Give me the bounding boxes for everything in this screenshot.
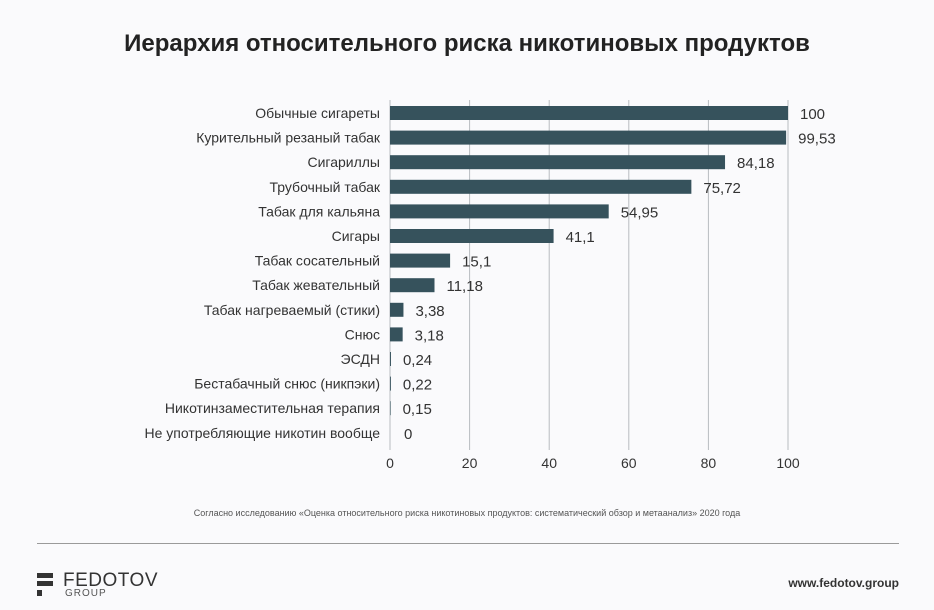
data-label: 0,24	[403, 352, 432, 369]
bar	[390, 106, 788, 120]
bar	[390, 302, 404, 317]
category-label: Сигариллы	[307, 154, 380, 170]
bar	[390, 327, 403, 342]
logo-name: FEDOTOV	[63, 570, 158, 591]
bar	[390, 352, 391, 366]
bar-chart: 0 20 40 60 80 100 Обычные сигареты 100 Курительн…	[144, 100, 836, 471]
category-label: Сигары	[332, 228, 380, 244]
data-label: 11,18	[446, 278, 482, 295]
chart-title: Иерархия относительного риска никотиновы…	[124, 30, 810, 57]
data-label: 0,15	[403, 401, 432, 418]
x-tick-label: 100	[776, 455, 800, 471]
source-note: Согласно исследованию «Оценка относитель…	[193, 508, 741, 518]
bar	[390, 229, 554, 243]
data-label: 100	[800, 106, 825, 123]
x-tick-label: 60	[621, 455, 637, 471]
data-label: 3,38	[415, 303, 444, 320]
bar	[390, 204, 609, 219]
bar	[390, 401, 391, 416]
data-label: 3,18	[415, 327, 444, 344]
category-label: Трубочный табак	[270, 179, 381, 195]
data-label: 41,1	[566, 229, 595, 246]
bar	[390, 179, 692, 194]
website-link[interactable]: www.fedotov.group	[788, 576, 899, 590]
data-label: 99,53	[798, 131, 836, 148]
bar	[390, 155, 726, 170]
category-label: Табак сосательный	[255, 253, 380, 269]
data-label: 0	[404, 426, 412, 443]
category-label: Снюс	[345, 326, 380, 342]
divider	[37, 543, 899, 544]
category-label: Обычные сигареты	[255, 105, 380, 121]
bar	[390, 376, 391, 391]
category-label: Никотинзаместительная терапия	[165, 400, 380, 416]
category-label: Табак жевательный	[252, 277, 380, 293]
x-tick-label: 80	[701, 455, 717, 471]
data-label: 84,18	[737, 155, 775, 172]
bar	[390, 278, 435, 293]
category-label: Табак нагреваемый (стики)	[204, 302, 380, 318]
x-tick-label: 40	[541, 455, 557, 471]
data-label: 15,1	[462, 254, 491, 271]
category-label: Не употребляющие никотин вообще	[144, 425, 380, 441]
bar	[390, 130, 787, 145]
logo-sub: GROUP	[65, 588, 107, 599]
category-label: Бестабачный снюс (никпэки)	[194, 376, 380, 392]
x-tick-label: 20	[462, 455, 478, 471]
category-label: Табак для кальяна	[258, 203, 380, 219]
bar	[390, 253, 451, 268]
x-tick-label: 0	[386, 455, 394, 471]
data-label: 0,22	[403, 377, 432, 394]
data-label: 54,95	[621, 204, 659, 221]
category-label: Курительный резаный табак	[196, 130, 381, 146]
category-label: ЭСДН	[341, 351, 380, 367]
data-label: 75,72	[703, 180, 741, 197]
